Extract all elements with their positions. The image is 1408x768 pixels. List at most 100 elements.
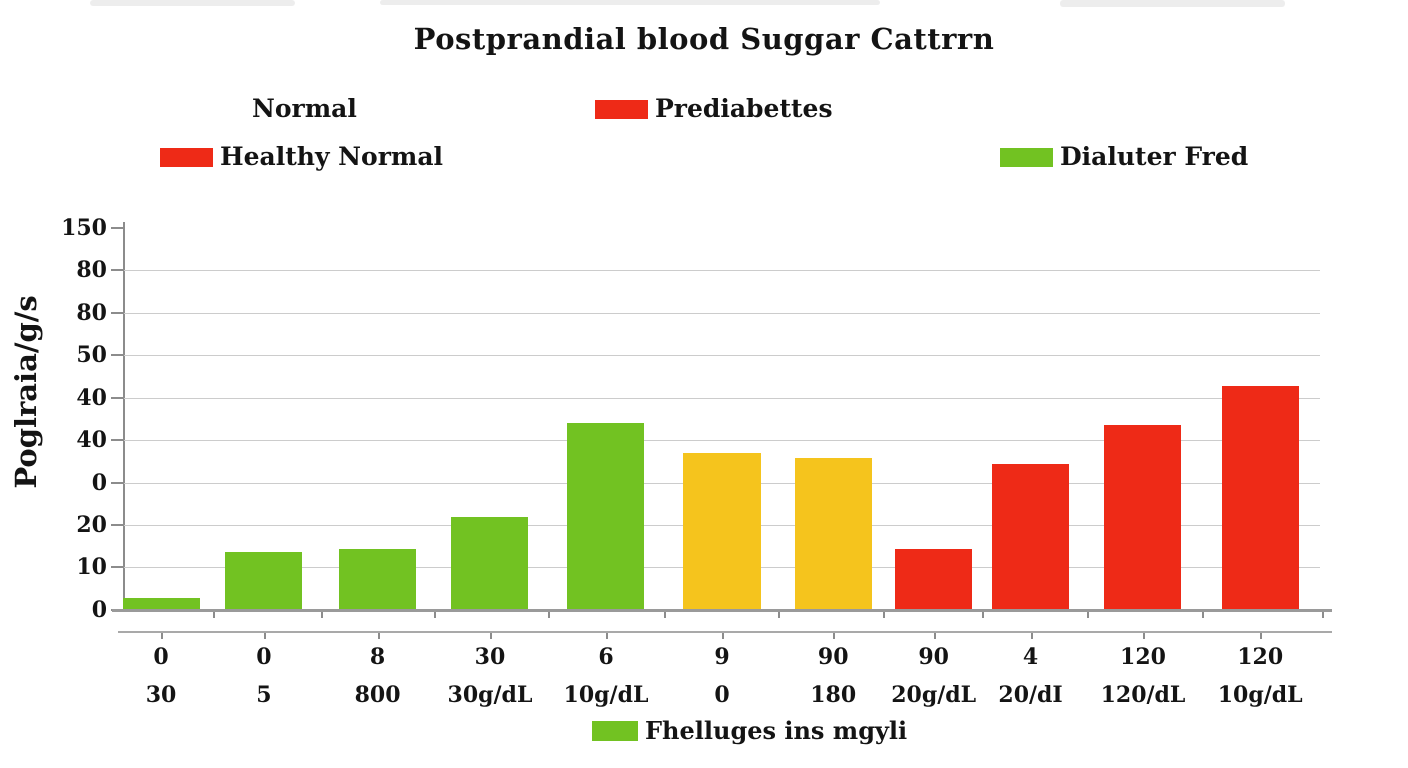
x-axis-tick [883, 612, 886, 618]
secondary-axis-tick [489, 633, 492, 639]
x-tick-label-row2: 120/dL [1100, 682, 1186, 708]
bar-green-3 [339, 549, 417, 610]
gridline [124, 355, 1320, 357]
y-tick-label: 150 [61, 215, 107, 241]
x-axis-tick [1086, 612, 1089, 618]
secondary-axis-tick [605, 633, 608, 639]
x-axis-tick [1201, 612, 1204, 618]
legend-swatch-red [160, 147, 213, 167]
plot-area: 150 80 80 50 40 40 0 20 10 0 [61, 217, 1325, 621]
artifact-smudge [1060, 0, 1285, 7]
x-tick-label-row2: 5 [256, 682, 272, 708]
secondary-x-axis-line [118, 631, 1332, 639]
legend-item-bottom: Fhelluges ins mgyli [592, 716, 907, 745]
legend-label: Normal [252, 94, 357, 123]
x-tick-label-row1: 90 [918, 644, 949, 670]
bar-red-9 [992, 464, 1070, 610]
x-tick-label-row2: 10g/dL [563, 682, 649, 708]
secondary-axis-tick [377, 633, 380, 639]
gridline [124, 270, 1320, 272]
x-axis-tick [663, 612, 666, 618]
y-tick-mark [111, 524, 123, 527]
x-tick-label-row2: 10g/dL [1217, 682, 1303, 708]
artifact-smudge [380, 0, 880, 5]
x-tick-label-row1: 8 [369, 644, 386, 670]
x-tick-labels-row-1: 0 0 8 30 6 9 90 90 4 120 120 [124, 644, 1320, 670]
y-tick-label: 0 [91, 596, 107, 623]
y-axis-line [123, 222, 125, 612]
x-axis-tick [320, 612, 323, 618]
x-tick-label-row2: 30g/dL [447, 682, 533, 708]
bar-green-5 [567, 422, 645, 610]
x-tick-label-row1: 90 [817, 644, 849, 670]
x-tick-label-row1: 0 [153, 644, 169, 670]
x-tick-label-row1: 30 [474, 644, 506, 670]
legend-item-normal: Normal [252, 96, 357, 122]
x-tick-label-row1: 4 [1022, 644, 1039, 670]
bar-red-10 [1104, 424, 1182, 610]
x-tick-label-row2: 180 [810, 682, 857, 708]
legend-label: Prediabettes [655, 94, 833, 123]
x-axis-tick [982, 612, 985, 618]
x-tick-label-row2: 20/dI [998, 682, 1063, 708]
secondary-axis-tick [1260, 633, 1263, 639]
legend-item-healthy-normal: Healthy Normal [160, 144, 443, 170]
y-tick-label: 80 [76, 257, 107, 284]
x-axis-tick [547, 612, 550, 618]
legend-swatch-green [592, 720, 638, 741]
bar-green-2 [225, 552, 303, 610]
legend-item-prediabettes: Prediabettes [595, 96, 833, 122]
y-tick-mark [111, 227, 123, 229]
y-tick-label: 50 [76, 342, 107, 369]
y-tick-mark [111, 566, 123, 569]
x-tick-labels-row-2: 30 5 800 30g/dL 10g/dL 0 180 20g/dL 20/dI 120/dL 1… [124, 682, 1320, 708]
bar-green-4 [451, 516, 529, 610]
legend-label: Dialuter Fred [1060, 142, 1249, 171]
secondary-axis-tick [722, 633, 724, 639]
legend-swatch-red [595, 99, 648, 119]
bar-green-1 [122, 597, 200, 610]
legend-label: Fhelluges ins mgyli [645, 716, 908, 745]
bar-yellow-6 [683, 452, 761, 610]
y-tick-mark [111, 311, 123, 314]
secondary-axis-tick [161, 633, 164, 639]
y-tick-mark [111, 439, 123, 442]
x-tick-label-row1: 0 [256, 644, 272, 670]
x-tick-label-row2: 0 [714, 682, 730, 708]
chart-title: Postprandial blood Suggar Cattrrn [413, 22, 995, 56]
y-tick-label: 80 [76, 299, 107, 326]
gridline [124, 397, 1320, 399]
legend-item-dialuter-fred: Dialuter Fred [1000, 144, 1248, 170]
legend-swatch-green [1000, 147, 1053, 167]
x-axis-tick [433, 612, 436, 618]
x-tick-label-row2: 20g/dL [891, 682, 977, 708]
y-tick-label: 10 [76, 554, 107, 581]
x-axis-tick [212, 612, 215, 618]
x-axis-tick [777, 612, 780, 618]
secondary-axis-tick [1142, 633, 1145, 639]
x-tick-label-row2: 800 [354, 682, 401, 708]
bar-red-11 [1221, 386, 1299, 610]
gridline [124, 312, 1320, 314]
gridline [124, 440, 1320, 442]
y-tick-mark [111, 354, 123, 357]
x-axis-line [112, 609, 1332, 612]
legend-label: Healthy Normal [220, 142, 444, 171]
y-tick-label: 20 [76, 512, 107, 539]
bar-red-8 [895, 549, 973, 610]
y-tick-mark [111, 269, 123, 272]
x-tick-label-row1: 120 [1237, 644, 1284, 670]
x-tick-label-row2: 30 [145, 682, 177, 708]
bar-yellow-7 [794, 457, 872, 610]
secondary-axis-tick [1030, 633, 1033, 639]
secondary-axis-tick [263, 633, 266, 639]
x-tick-label-row1: 9 [714, 644, 730, 670]
secondary-axis-tick [833, 633, 836, 639]
artifact-smudge [90, 0, 295, 6]
y-tick-label: 0 [91, 469, 107, 496]
y-tick-label: 40 [76, 384, 107, 411]
x-axis-tick [1322, 612, 1325, 618]
y-tick-mark [111, 481, 123, 484]
y-axis-title: Poglraia/g/s [9, 295, 43, 489]
